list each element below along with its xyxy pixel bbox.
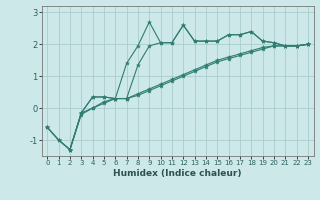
X-axis label: Humidex (Indice chaleur): Humidex (Indice chaleur)	[113, 169, 242, 178]
